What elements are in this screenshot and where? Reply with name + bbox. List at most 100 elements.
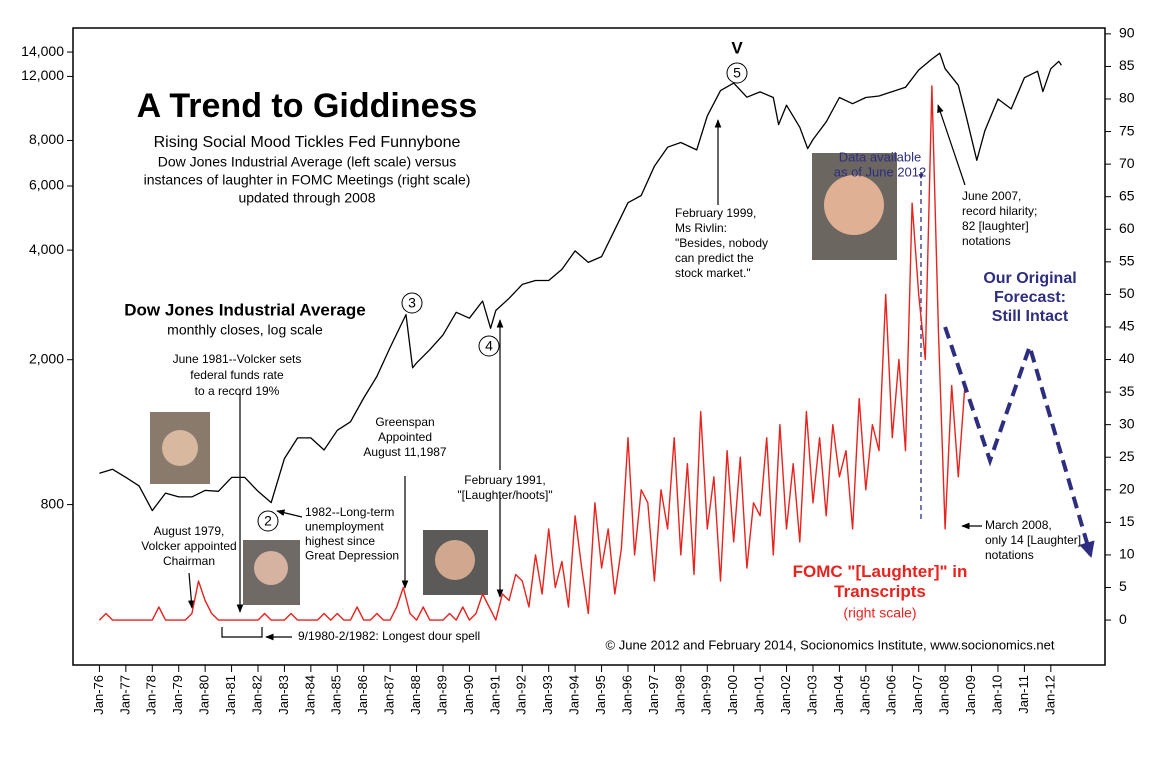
x-tick-label: Jan-09 [963,675,978,715]
annotation: can predict the [675,251,754,265]
photos [150,153,897,605]
forecast-line [943,326,1095,558]
x-tick-label: Jan-05 [857,675,872,715]
annotation: Great Depression [305,549,399,563]
wave-circle [478,335,500,357]
x-tick-label: Jan-87 [382,675,397,715]
annotation: highest since [305,534,375,548]
wave-label: 2 [264,513,272,529]
x-tick-label: Jan-88 [408,675,423,715]
y-tick-label: 14,000 [21,43,64,59]
y2-tick-label: 30 [1119,415,1135,431]
x-tick-label: Jan-97 [646,675,661,715]
annotation: as of June 2012 [834,164,927,179]
wave-label: V [731,38,743,57]
annotation: Appointed [378,430,432,444]
annotation: March 2008, [985,518,1052,532]
x-tick-label: Jan-04 [831,675,846,715]
y2-tick-label: 35 [1119,383,1135,399]
annotation: notations [962,234,1011,248]
x-tick-label: Jan-01 [752,675,767,715]
annotation: 82 [laughter] [962,219,1029,233]
x-tick-label: Jan-11 [1016,675,1031,714]
x-tick-label: Jan-02 [778,675,793,715]
annotation: Still Intact [992,308,1069,325]
annotation: February 1991, [464,473,545,487]
y2-tick-label: 55 [1119,253,1135,269]
annotation: August 11,1987 [363,445,447,459]
x-tick-label: Jan-82 [249,675,264,715]
wave-circle [401,292,423,314]
y2-tick-label: 65 [1119,187,1135,203]
x-tick-label: Jan-85 [329,675,344,715]
x-tick-label: Jan-78 [144,675,159,715]
annotation: Volcker appointed [141,539,236,553]
annotation: "Besides, nobody [675,236,768,250]
series-label: Dow Jones Industrial Average [124,300,366,319]
annotation: only 14 [Laughter] [985,533,1081,547]
series-label-box: FOMC "[Laughter]" in Transcripts [792,562,968,601]
x-tick-label: Jan-03 [804,675,819,715]
description: Dow Jones Industrial Average (left scale… [158,154,457,170]
x-tick-label: Jan-93 [540,675,555,715]
y2-tick-label: 25 [1119,448,1135,464]
series-description: monthly closes, log scale [167,322,323,338]
x-tick-label: Jan-84 [302,675,317,715]
arrow [937,104,966,186]
annotation: to a record 19% [195,384,280,398]
series-label: FOMC "[Laughter]" in Transcripts [792,562,968,601]
y2-tick-label: 50 [1119,285,1135,301]
x-tick-label: Jan-12 [1042,675,1057,715]
y2-tick-label: 85 [1119,57,1135,73]
x-tick-label: Jan-99 [699,675,714,715]
wave-label: 3 [408,295,416,311]
annotation: Data available [839,149,921,164]
arrow [188,572,195,609]
annotation: Greenspan [375,415,434,429]
y-tick-label: 800 [41,495,65,511]
y2-tick-label: 15 [1119,513,1135,529]
y2-tick-label: 40 [1119,350,1135,366]
series-line [99,52,1062,512]
description: instances of laughter in FOMC Meetings (… [144,172,471,188]
y-tick-label: 2,000 [29,350,64,366]
x-tick-label: Jan-91 [487,675,502,715]
description: updated through 2008 [238,190,375,206]
x-tick-label: Jan-76 [91,675,106,715]
x-tick-label: Jan-95 [593,675,608,715]
y2-tick-label: 20 [1119,480,1135,496]
annotation: Forecast: [994,289,1066,306]
series-description: (right scale) [843,605,916,621]
y2-tick-label: 45 [1119,318,1135,334]
x-tick-label: Jan-83 [276,675,291,715]
annotation: August 1979, [154,524,225,538]
photo-face [162,430,198,466]
annotation: February 1999, [675,206,756,220]
annotation: June 2007, [962,189,1021,203]
x-tick-label: Jan-10 [989,675,1004,715]
photo-face [254,551,288,585]
arrow [276,509,303,518]
annotation: 9/1980-2/1982: Longest dour spell [298,629,480,643]
y2-tick-label: 0 [1119,611,1127,627]
arrows [188,62,982,641]
x-tick-label: Jan-98 [672,675,687,715]
bracket [221,627,263,638]
x-tick-label: Jan-00 [725,675,740,715]
x-tick-label: Jan-80 [197,675,212,715]
copyright: © June 2012 and February 2014, Socionomi… [606,637,1055,652]
annotation: federal funds rate [190,368,284,382]
annotation: notations [985,548,1034,562]
annotation: Our Original [983,270,1076,287]
wave-label: 5 [733,65,741,81]
y2-tick-label: 70 [1119,155,1135,171]
x-tick-label: Jan-81 [223,675,238,715]
y-tick-label: 6,000 [29,177,64,193]
x-tick-label: Jan-08 [937,675,952,715]
y-tick-label: 8,000 [29,131,64,147]
annotation: June 1981--Volcker sets [173,352,302,366]
plot-frame [72,27,1106,666]
y-tick-label: 4,000 [29,241,64,257]
